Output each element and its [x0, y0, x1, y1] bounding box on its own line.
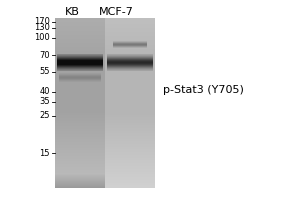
Text: 40: 40: [40, 88, 50, 97]
Text: KB: KB: [64, 7, 80, 17]
Text: 25: 25: [40, 112, 50, 120]
Text: 15: 15: [40, 148, 50, 158]
Text: 55: 55: [40, 68, 50, 76]
Text: 170: 170: [34, 18, 50, 26]
Text: MCF-7: MCF-7: [99, 7, 134, 17]
Text: 35: 35: [39, 98, 50, 106]
Text: 100: 100: [34, 33, 50, 43]
Text: p-Stat3 (Y705): p-Stat3 (Y705): [163, 85, 244, 95]
Text: 130: 130: [34, 23, 50, 32]
Text: 70: 70: [39, 50, 50, 60]
